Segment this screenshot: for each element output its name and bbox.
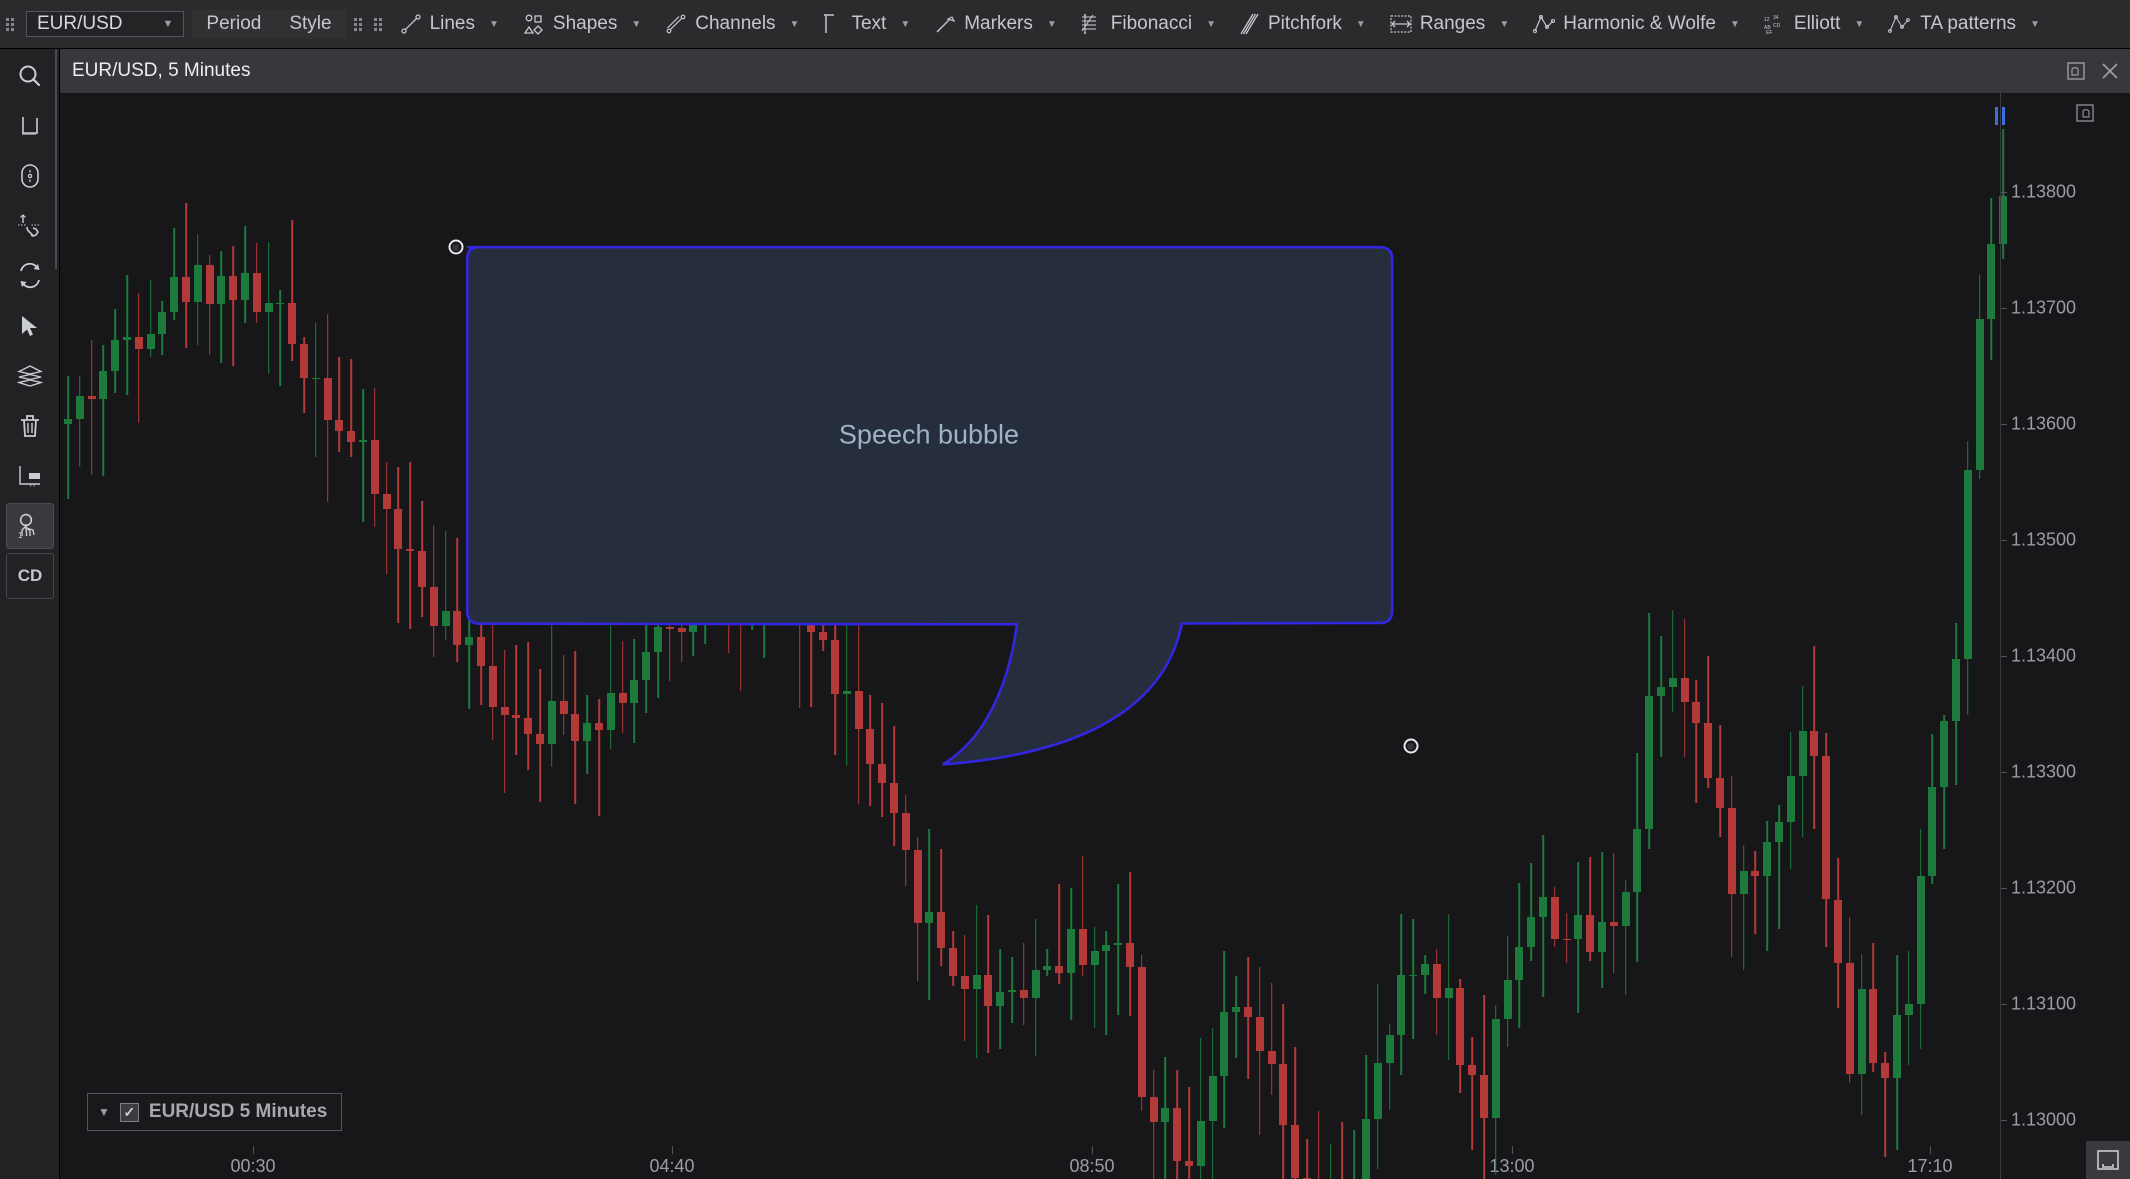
svg-text:v x: v x <box>30 483 37 488</box>
svg-text:34: 34 <box>1773 15 1779 21</box>
svg-text:12: 12 <box>1764 17 1770 23</box>
svg-text:CD: CD <box>1773 23 1781 29</box>
svg-text:1: 1 <box>18 531 23 539</box>
svg-text:EF: EF <box>1766 30 1772 34</box>
